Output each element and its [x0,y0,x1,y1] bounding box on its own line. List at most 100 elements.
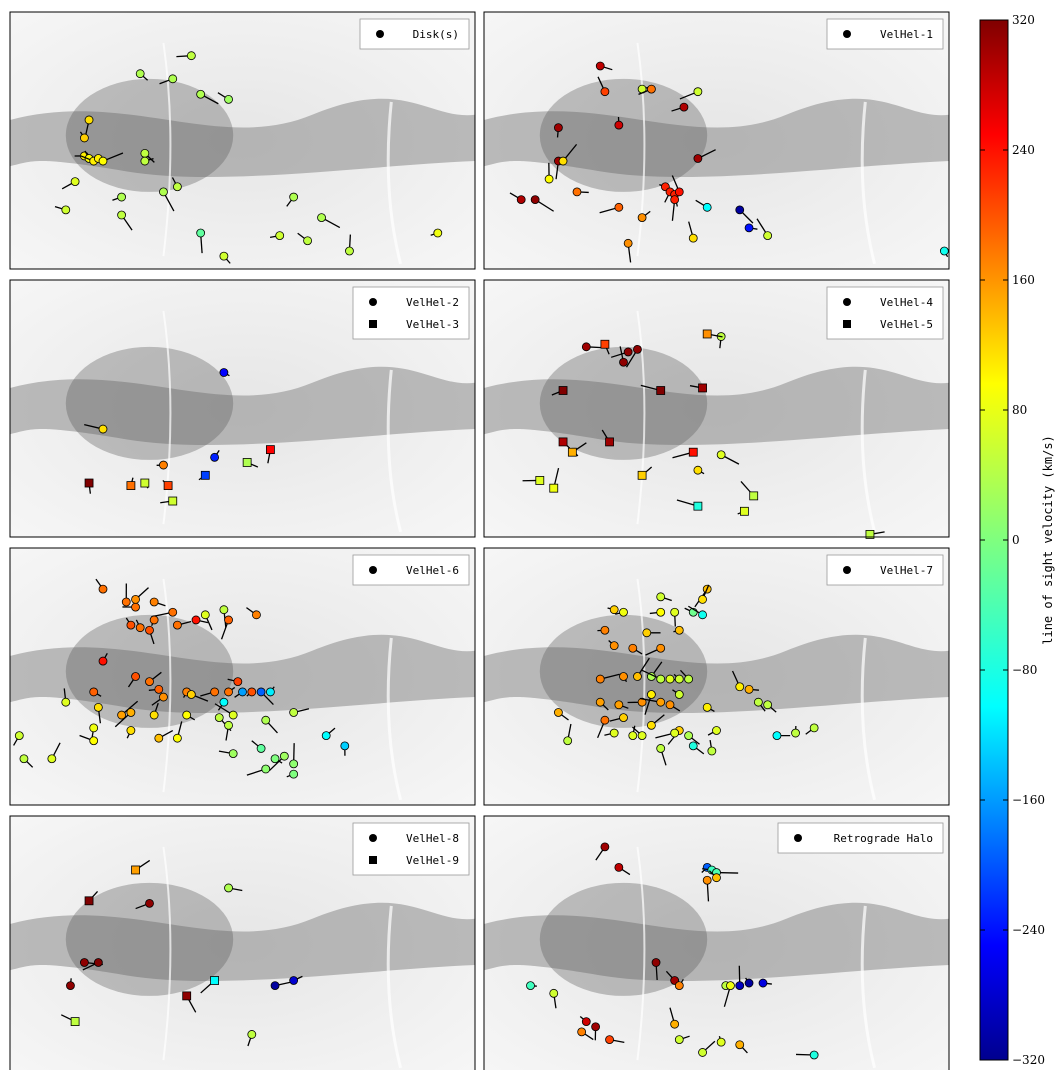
data-point [93,702,103,712]
galactic-plane-band [10,98,475,177]
data-point [809,723,819,733]
data-point [526,981,535,991]
data-point [656,607,666,617]
data-point [84,115,94,125]
data-point [772,731,782,741]
data-point [716,450,726,460]
data-point-square [70,1017,80,1026]
galactic-bulge [65,78,234,192]
galactic-bulge [65,614,234,728]
data-point [233,677,243,687]
data-point [591,1022,600,1032]
data-point [735,205,745,215]
data-point [656,744,666,753]
data-point [693,154,703,163]
data-point [149,710,159,720]
data-point [688,233,698,243]
data-point [149,597,159,607]
data-point [126,726,136,735]
data-point-square [200,470,210,480]
data-point [219,251,229,261]
galactic-bulge [539,78,708,192]
legend-label: VelHel-2 [406,296,459,309]
data-point [674,981,684,991]
sky-stripe [860,369,877,533]
legend-marker-circle [843,566,851,574]
legend: Retrograde Halo [777,822,944,854]
data-point [735,682,745,692]
data-point [131,602,140,612]
data-point [637,697,647,707]
legend: VelHel-4 VelHel-5 [826,286,944,340]
data-point [809,1050,819,1060]
data-point [558,156,568,166]
data-point [196,89,206,99]
data-point-square [131,865,140,875]
data-point [656,592,666,602]
data-point [633,672,642,681]
legend: VelHel-8 VelHel-9 [352,822,470,876]
panel-7: VelHel-8 VelHel-9 [9,815,476,1070]
data-point [66,981,75,991]
data-point [791,728,800,738]
data-point-square [163,481,173,491]
data-point-square [605,437,614,447]
data-point [224,883,233,893]
data-point [228,749,238,758]
data-point [279,751,289,761]
data-point [154,733,164,743]
legend-label: VelHel-3 [406,318,459,331]
data-point [321,731,331,741]
legend-marker-square [369,320,377,328]
data-point [698,595,707,604]
data-point [61,697,71,707]
legend-marker-circle [376,30,384,38]
data-point [609,728,619,738]
colorbar-tick-label: −80 [1012,663,1037,677]
sky-stripe [636,578,646,793]
legend: VelHel-7 [826,554,944,586]
legend: Disk(s) [359,18,470,50]
data-point [98,656,108,666]
data-point [716,1037,726,1047]
data-point [89,736,99,746]
data-point [289,759,299,769]
galactic-plane-band [10,634,475,713]
legend-label: VelHel-8 [406,832,459,845]
data-point-square [698,383,707,393]
data-point [159,460,168,470]
data-point [289,192,299,202]
data-point [735,1040,745,1050]
data-point [19,754,29,764]
data-point [530,195,540,205]
data-point [210,687,220,697]
data-point [224,720,233,730]
panel-frame [9,279,476,538]
data-point [642,628,652,638]
data-point [614,120,624,130]
data-point [674,674,684,684]
data-point [684,674,693,684]
data-point [224,615,233,625]
colorbar-tick-label: −240 [1012,923,1045,937]
legend-label: VelHel-7 [880,564,933,577]
data-point [600,842,610,852]
data-point [168,74,178,84]
data-point [628,731,638,741]
galactic-bulge [65,346,234,460]
galactic-plane-band [484,902,949,981]
data-point-square [242,458,252,467]
colorbar-ticks: 320 240 160 80 0 −80 −160 −240 −320 [980,13,1045,1067]
legend-label: VelHel-5 [880,318,933,331]
panel-frame [483,279,950,538]
colorbar-tick-label: 160 [1012,273,1035,287]
galactic-bulge [539,346,708,460]
galactic-bulge [539,882,708,996]
legend: VelHel-1 [826,18,944,50]
legend-label: VelHel-4 [880,296,933,309]
data-point-square [126,481,136,491]
data-point [516,195,526,205]
sky-stripe [636,846,646,1061]
legend: VelHel-2 VelHel-3 [352,286,470,340]
data-point [140,148,150,158]
